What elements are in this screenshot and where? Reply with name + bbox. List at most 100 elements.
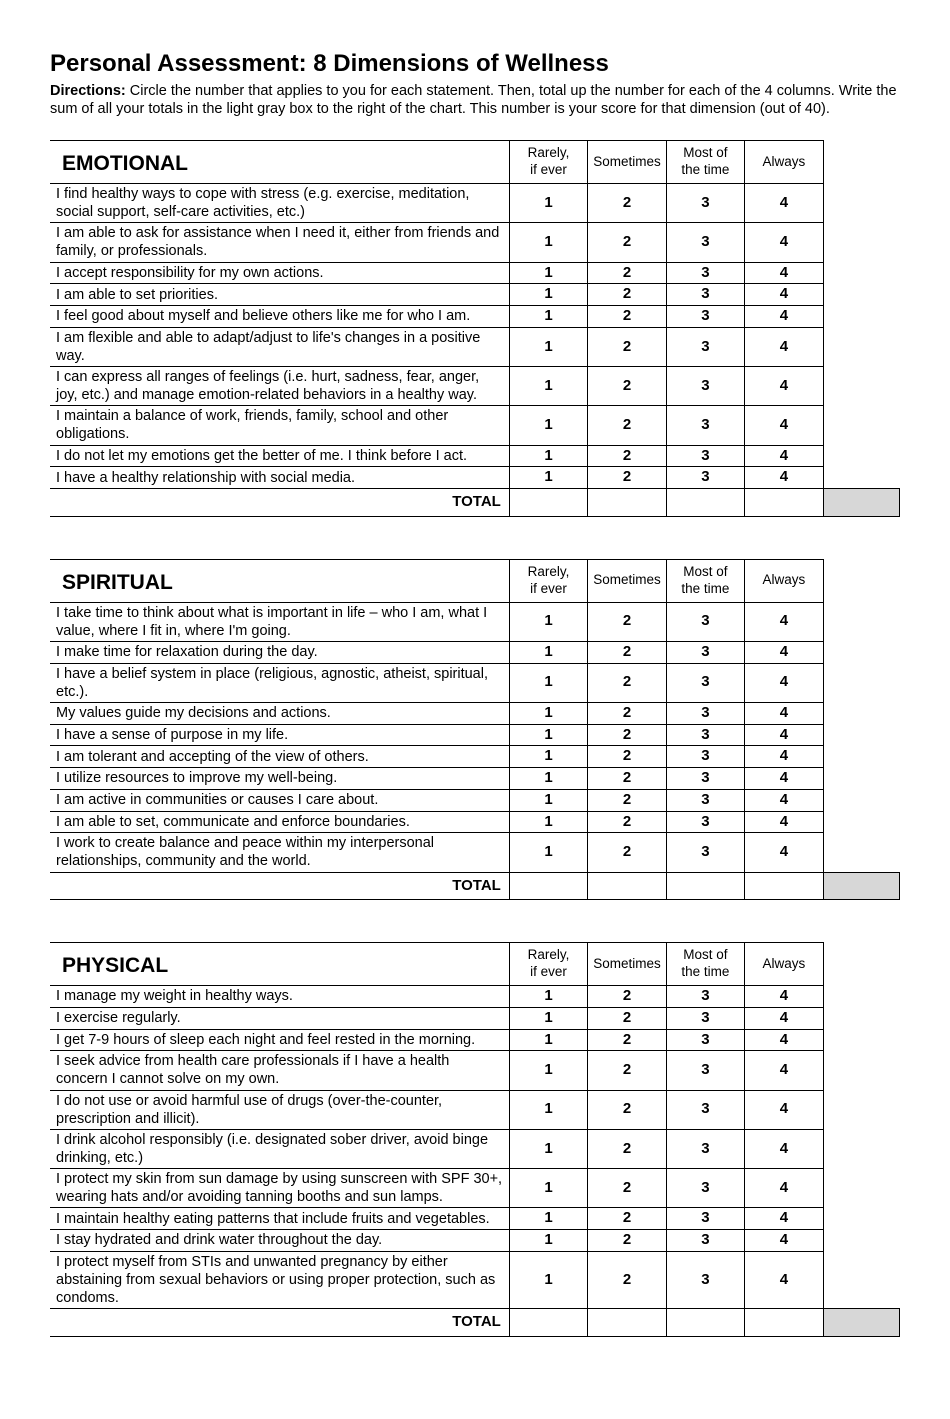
rating-option[interactable]: 1 (509, 1029, 587, 1051)
rating-option[interactable]: 1 (509, 789, 587, 811)
column-total[interactable] (588, 872, 666, 900)
rating-option[interactable]: 1 (509, 746, 587, 768)
rating-option[interactable]: 4 (745, 641, 823, 663)
column-total[interactable] (666, 489, 744, 517)
rating-option[interactable]: 2 (588, 184, 666, 223)
rating-option[interactable]: 2 (588, 811, 666, 833)
rating-option[interactable]: 4 (745, 223, 823, 262)
rating-option[interactable]: 3 (666, 445, 744, 467)
rating-option[interactable]: 2 (588, 262, 666, 284)
rating-option[interactable]: 4 (745, 184, 823, 223)
rating-option[interactable]: 2 (588, 641, 666, 663)
rating-option[interactable]: 3 (666, 1129, 744, 1168)
rating-option[interactable]: 4 (745, 262, 823, 284)
rating-option[interactable]: 2 (588, 445, 666, 467)
column-total[interactable] (588, 489, 666, 517)
rating-option[interactable]: 2 (588, 1208, 666, 1230)
column-total[interactable] (509, 489, 587, 517)
rating-option[interactable]: 3 (666, 367, 744, 406)
column-total[interactable] (745, 489, 823, 517)
rating-option[interactable]: 1 (509, 724, 587, 746)
rating-option[interactable]: 3 (666, 223, 744, 262)
column-total[interactable] (745, 1309, 823, 1337)
rating-option[interactable]: 1 (509, 445, 587, 467)
rating-option[interactable]: 4 (745, 986, 823, 1008)
rating-option[interactable]: 1 (509, 406, 587, 445)
rating-option[interactable]: 1 (509, 663, 587, 702)
rating-option[interactable]: 1 (509, 1090, 587, 1129)
rating-option[interactable]: 3 (666, 663, 744, 702)
rating-option[interactable]: 4 (745, 1090, 823, 1129)
rating-option[interactable]: 4 (745, 1129, 823, 1168)
rating-option[interactable]: 2 (588, 789, 666, 811)
rating-option[interactable]: 3 (666, 986, 744, 1008)
rating-option[interactable]: 3 (666, 1208, 744, 1230)
rating-option[interactable]: 2 (588, 223, 666, 262)
rating-option[interactable]: 1 (509, 223, 587, 262)
rating-option[interactable]: 1 (509, 641, 587, 663)
rating-option[interactable]: 1 (509, 1051, 587, 1090)
rating-option[interactable]: 4 (745, 811, 823, 833)
rating-option[interactable]: 4 (745, 1251, 823, 1308)
rating-option[interactable]: 4 (745, 467, 823, 489)
rating-option[interactable]: 1 (509, 1007, 587, 1029)
rating-option[interactable]: 4 (745, 1007, 823, 1029)
rating-option[interactable]: 2 (588, 702, 666, 724)
rating-option[interactable]: 2 (588, 1230, 666, 1252)
column-total[interactable] (588, 1309, 666, 1337)
rating-option[interactable]: 4 (745, 1208, 823, 1230)
rating-option[interactable]: 1 (509, 467, 587, 489)
rating-option[interactable]: 2 (588, 1169, 666, 1208)
rating-option[interactable]: 4 (745, 1029, 823, 1051)
rating-option[interactable]: 3 (666, 262, 744, 284)
rating-option[interactable]: 3 (666, 284, 744, 306)
rating-option[interactable]: 4 (745, 367, 823, 406)
rating-option[interactable]: 1 (509, 1230, 587, 1252)
rating-option[interactable]: 1 (509, 811, 587, 833)
rating-option[interactable]: 4 (745, 724, 823, 746)
rating-option[interactable]: 3 (666, 327, 744, 366)
rating-option[interactable]: 2 (588, 724, 666, 746)
rating-option[interactable]: 2 (588, 986, 666, 1008)
rating-option[interactable]: 1 (509, 367, 587, 406)
rating-option[interactable]: 1 (509, 1251, 587, 1308)
rating-option[interactable]: 3 (666, 833, 744, 872)
rating-option[interactable]: 1 (509, 986, 587, 1008)
rating-option[interactable]: 4 (745, 833, 823, 872)
rating-option[interactable]: 3 (666, 1230, 744, 1252)
rating-option[interactable]: 3 (666, 1169, 744, 1208)
rating-option[interactable]: 1 (509, 1129, 587, 1168)
rating-option[interactable]: 3 (666, 789, 744, 811)
rating-option[interactable]: 1 (509, 602, 587, 641)
rating-option[interactable]: 4 (745, 1230, 823, 1252)
rating-option[interactable]: 2 (588, 833, 666, 872)
rating-option[interactable]: 4 (745, 602, 823, 641)
rating-option[interactable]: 2 (588, 284, 666, 306)
rating-option[interactable]: 2 (588, 1007, 666, 1029)
rating-option[interactable]: 2 (588, 768, 666, 790)
dimension-score-box[interactable] (823, 872, 899, 900)
column-total[interactable] (666, 1309, 744, 1337)
rating-option[interactable]: 2 (588, 327, 666, 366)
rating-option[interactable]: 1 (509, 262, 587, 284)
rating-option[interactable]: 1 (509, 184, 587, 223)
rating-option[interactable]: 4 (745, 746, 823, 768)
rating-option[interactable]: 4 (745, 702, 823, 724)
rating-option[interactable]: 2 (588, 1090, 666, 1129)
rating-option[interactable]: 3 (666, 1007, 744, 1029)
rating-option[interactable]: 2 (588, 1029, 666, 1051)
rating-option[interactable]: 3 (666, 184, 744, 223)
rating-option[interactable]: 1 (509, 1208, 587, 1230)
rating-option[interactable]: 3 (666, 602, 744, 641)
column-total[interactable] (666, 872, 744, 900)
rating-option[interactable]: 4 (745, 663, 823, 702)
rating-option[interactable]: 3 (666, 1029, 744, 1051)
rating-option[interactable]: 2 (588, 602, 666, 641)
column-total[interactable] (509, 1309, 587, 1337)
column-total[interactable] (509, 872, 587, 900)
rating-option[interactable]: 3 (666, 702, 744, 724)
rating-option[interactable]: 1 (509, 768, 587, 790)
rating-option[interactable]: 4 (745, 306, 823, 328)
rating-option[interactable]: 3 (666, 306, 744, 328)
rating-option[interactable]: 4 (745, 284, 823, 306)
